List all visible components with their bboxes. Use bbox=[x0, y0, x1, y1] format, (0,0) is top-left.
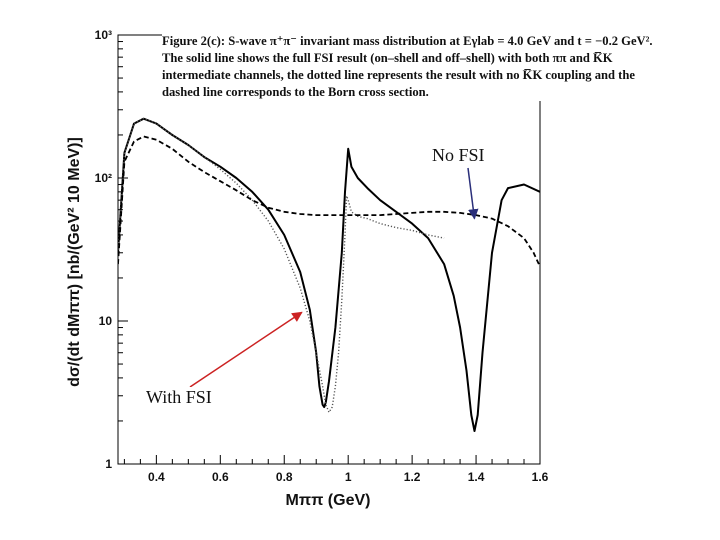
y-tick-label: 10³ bbox=[95, 28, 112, 42]
series-line-dashed bbox=[118, 135, 540, 267]
series-line-dotted bbox=[118, 118, 445, 413]
x-tick-label: 1.2 bbox=[404, 470, 421, 484]
y-tick-label: 10² bbox=[95, 171, 112, 185]
y-tick-label: 10 bbox=[99, 314, 113, 328]
arrow-no-fsi bbox=[467, 167, 479, 220]
annotation-no-fsi: No FSI bbox=[432, 145, 485, 166]
x-tick-label: 0.4 bbox=[148, 470, 165, 484]
x-tick-label: 1 bbox=[345, 470, 352, 484]
figure-caption: Figure 2(c): S-wave π⁺π⁻ invariant mass … bbox=[162, 33, 662, 101]
x-axis-label: Mππ (GeV) bbox=[285, 492, 371, 509]
arrow-with-fsi bbox=[189, 311, 303, 388]
x-tick-label: 1.6 bbox=[532, 470, 549, 484]
x-tick-label: 0.6 bbox=[212, 470, 229, 484]
x-tick-label: 1.4 bbox=[468, 470, 485, 484]
y-axis-label: dσ/(dt dMππ) [nb/(GeV² 10 MeV)] bbox=[66, 137, 83, 387]
series-line-solid bbox=[118, 117, 540, 432]
annotation-with-fsi: With FSI bbox=[146, 387, 212, 408]
x-tick-label: 0.8 bbox=[276, 470, 293, 484]
y-tick-label: 1 bbox=[105, 457, 112, 471]
